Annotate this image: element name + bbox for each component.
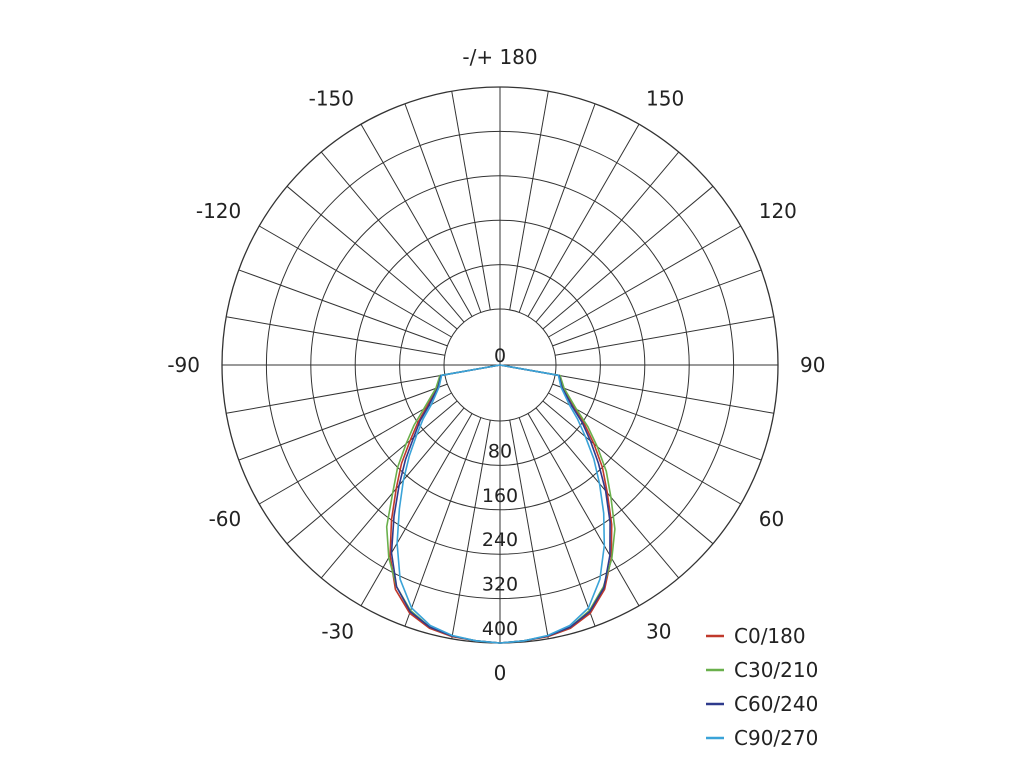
- grid-spoke-280: [226, 374, 445, 414]
- legend-label-C0/180: C0/180: [734, 624, 806, 648]
- grid-spoke-60: [548, 392, 742, 505]
- angle-label-120: 120: [759, 199, 797, 223]
- grid-spoke-150: [527, 123, 640, 317]
- grid-spoke-80: [555, 374, 774, 414]
- legend-label-C60/240: C60/240: [734, 692, 818, 716]
- angle-label--120: -120: [196, 199, 241, 223]
- grid-spoke-20: [518, 417, 596, 627]
- grid-spoke-300: [258, 392, 452, 505]
- grid-spoke-290: [238, 383, 448, 461]
- angle-label-180: -/+ 180: [462, 45, 537, 69]
- angle-label--150: -150: [309, 86, 354, 110]
- grid-spoke-200: [404, 103, 482, 313]
- angle-label-90: 90: [800, 353, 825, 377]
- legend-label-C30/210: C30/210: [734, 658, 818, 682]
- grid-spoke-120: [548, 225, 742, 338]
- grid-spoke-130: [542, 185, 714, 330]
- grid-spoke-250: [238, 269, 448, 347]
- radial-tick-label-0: 0: [494, 345, 506, 367]
- angle-label-60: 60: [759, 507, 784, 531]
- grid-spoke-330: [360, 413, 473, 607]
- grid-spoke-30: [527, 413, 640, 607]
- grid-spoke-10: [509, 420, 549, 639]
- angle-labels: -/+ 180 -150 150 -120 120 -90 90 -60 60 -30 30 0: [167, 45, 825, 685]
- radial-tick-label-160: 160: [482, 485, 518, 507]
- series-line-C90/270: [396, 364, 606, 644]
- grid-spoke-50: [542, 400, 714, 545]
- grid-spoke-230: [286, 185, 458, 330]
- grid-spoke-170: [509, 91, 549, 310]
- radial-tick-label-80: 80: [488, 440, 512, 462]
- grid-spoke-100: [555, 316, 774, 356]
- angle-label--90: -90: [167, 353, 200, 377]
- grid-spoke-260: [226, 316, 445, 356]
- angle-label--30: -30: [321, 620, 354, 644]
- angle-label-150: 150: [646, 86, 684, 110]
- legend-label-C90/270: C90/270: [734, 726, 818, 750]
- angle-label--60: -60: [209, 507, 242, 531]
- grid-spoke-210: [360, 123, 473, 317]
- grid-spoke-220: [320, 151, 465, 323]
- legend: C0/180 C30/210 C60/240 C90/270: [706, 624, 818, 750]
- angle-label-0: 0: [494, 661, 507, 685]
- grid-spoke-310: [286, 400, 458, 545]
- radial-tick-labels: 0 80 160 240 320 400: [482, 345, 518, 640]
- grid-spoke-240: [258, 225, 452, 338]
- grid-spoke-350: [451, 420, 491, 639]
- radial-tick-label-400: 400: [482, 618, 518, 640]
- grid-spoke-140: [535, 151, 680, 323]
- grid-spoke-340: [404, 417, 482, 627]
- intensity-curves: [385, 364, 616, 644]
- grid-spoke-190: [451, 91, 491, 310]
- angle-label-30: 30: [646, 620, 671, 644]
- grid-spoke-70: [552, 383, 762, 461]
- radial-tick-label-240: 240: [482, 529, 518, 551]
- radial-tick-label-320: 320: [482, 574, 518, 596]
- grid-spoke-160: [518, 103, 596, 313]
- grid-spoke-110: [552, 269, 762, 347]
